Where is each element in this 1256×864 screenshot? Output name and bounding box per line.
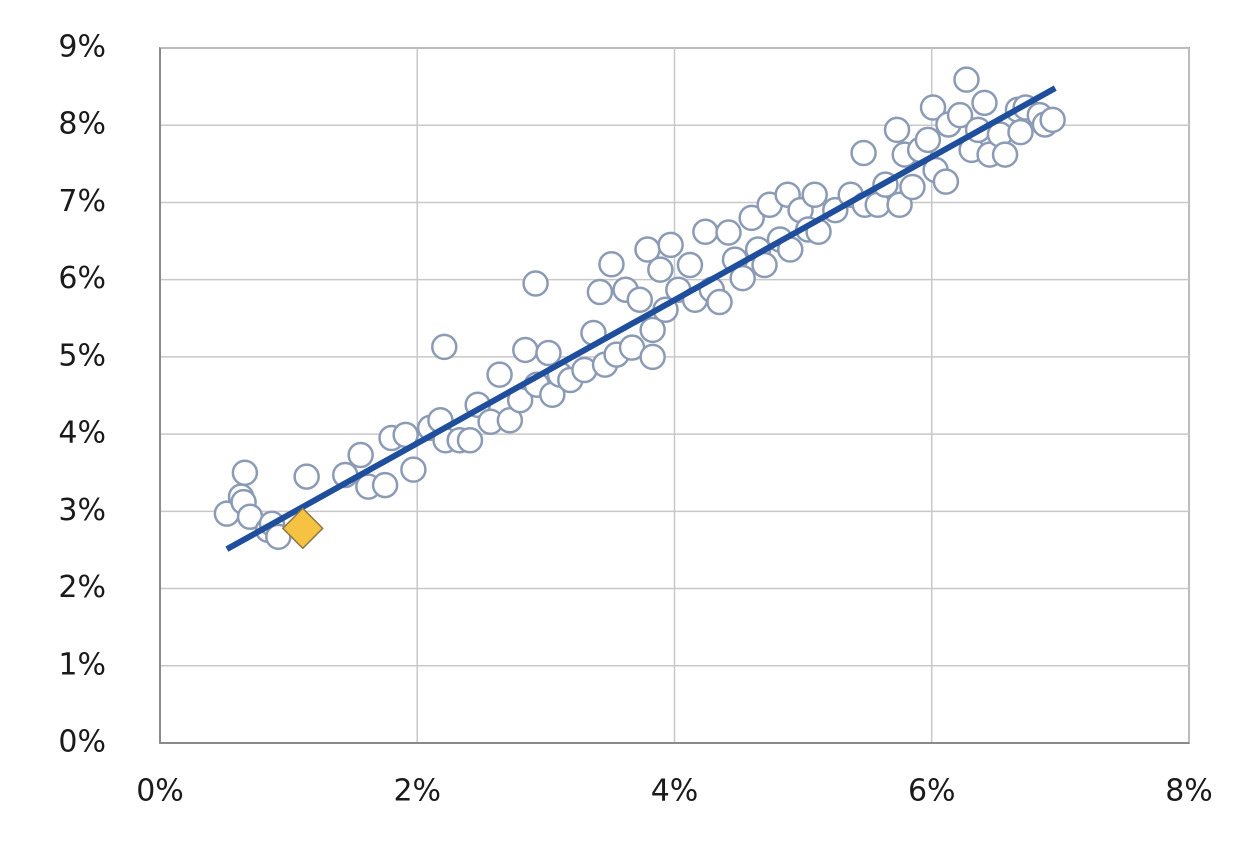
scatter-point (676, 251, 704, 279)
y-tick-label: 3% (58, 493, 106, 528)
scatter-point (738, 204, 765, 232)
scatter-point (953, 66, 980, 93)
scatter-point (535, 339, 562, 367)
y-tick-label: 0% (58, 725, 106, 760)
x-tick-label: 2% (393, 774, 441, 809)
scatter-point (522, 270, 549, 297)
y-tick-label: 7% (58, 184, 106, 219)
y-tick-label: 2% (58, 570, 106, 605)
x-tick-label: 4% (651, 774, 699, 809)
scatter-point (639, 343, 666, 371)
x-tick-label: 6% (908, 774, 956, 809)
scatter-point (706, 288, 733, 316)
diamond-point (281, 507, 324, 550)
scatter-point (729, 264, 756, 292)
scatter-point (883, 116, 911, 144)
scatter-point (371, 471, 399, 499)
scatter-point (512, 336, 539, 364)
scatter-point (231, 459, 259, 486)
scatter-point (1007, 118, 1034, 146)
scatter-point (715, 219, 742, 246)
trend-line (225, 85, 1057, 552)
scatter-point (486, 361, 513, 388)
scatter-point (639, 316, 666, 344)
y-tick-label: 4% (58, 416, 106, 451)
x-tick-label: 8% (1165, 774, 1213, 809)
scatter-point (647, 256, 674, 283)
y-tick-label: 5% (58, 338, 106, 373)
x-tick-label: 0% (136, 774, 184, 809)
scatter-point (946, 101, 974, 129)
y-tick-label: 6% (58, 261, 106, 296)
scatter-point (899, 173, 926, 201)
scatter-point (586, 278, 614, 306)
scatter-point (456, 427, 484, 454)
scatter-point (914, 126, 942, 154)
scatter-point (347, 441, 374, 469)
scatter-point (431, 333, 458, 361)
scatter-point (1039, 106, 1066, 134)
scatter-point (801, 181, 828, 208)
scatter-point (932, 168, 960, 195)
y-tick-label: 8% (58, 107, 106, 142)
scatter-point (850, 139, 877, 167)
scatter-point (692, 218, 719, 246)
scatter-point (400, 456, 427, 483)
scatter-point (598, 250, 625, 278)
scatter-point (971, 89, 998, 117)
scatter-point (919, 94, 947, 121)
scatter-point (886, 191, 913, 219)
scatter-point (626, 286, 654, 313)
y-tick-label: 1% (58, 647, 106, 682)
scatter-point (657, 231, 684, 259)
scatter-point (991, 141, 1019, 168)
y-tick-label: 9% (58, 30, 106, 65)
scatter-point (293, 463, 320, 490)
